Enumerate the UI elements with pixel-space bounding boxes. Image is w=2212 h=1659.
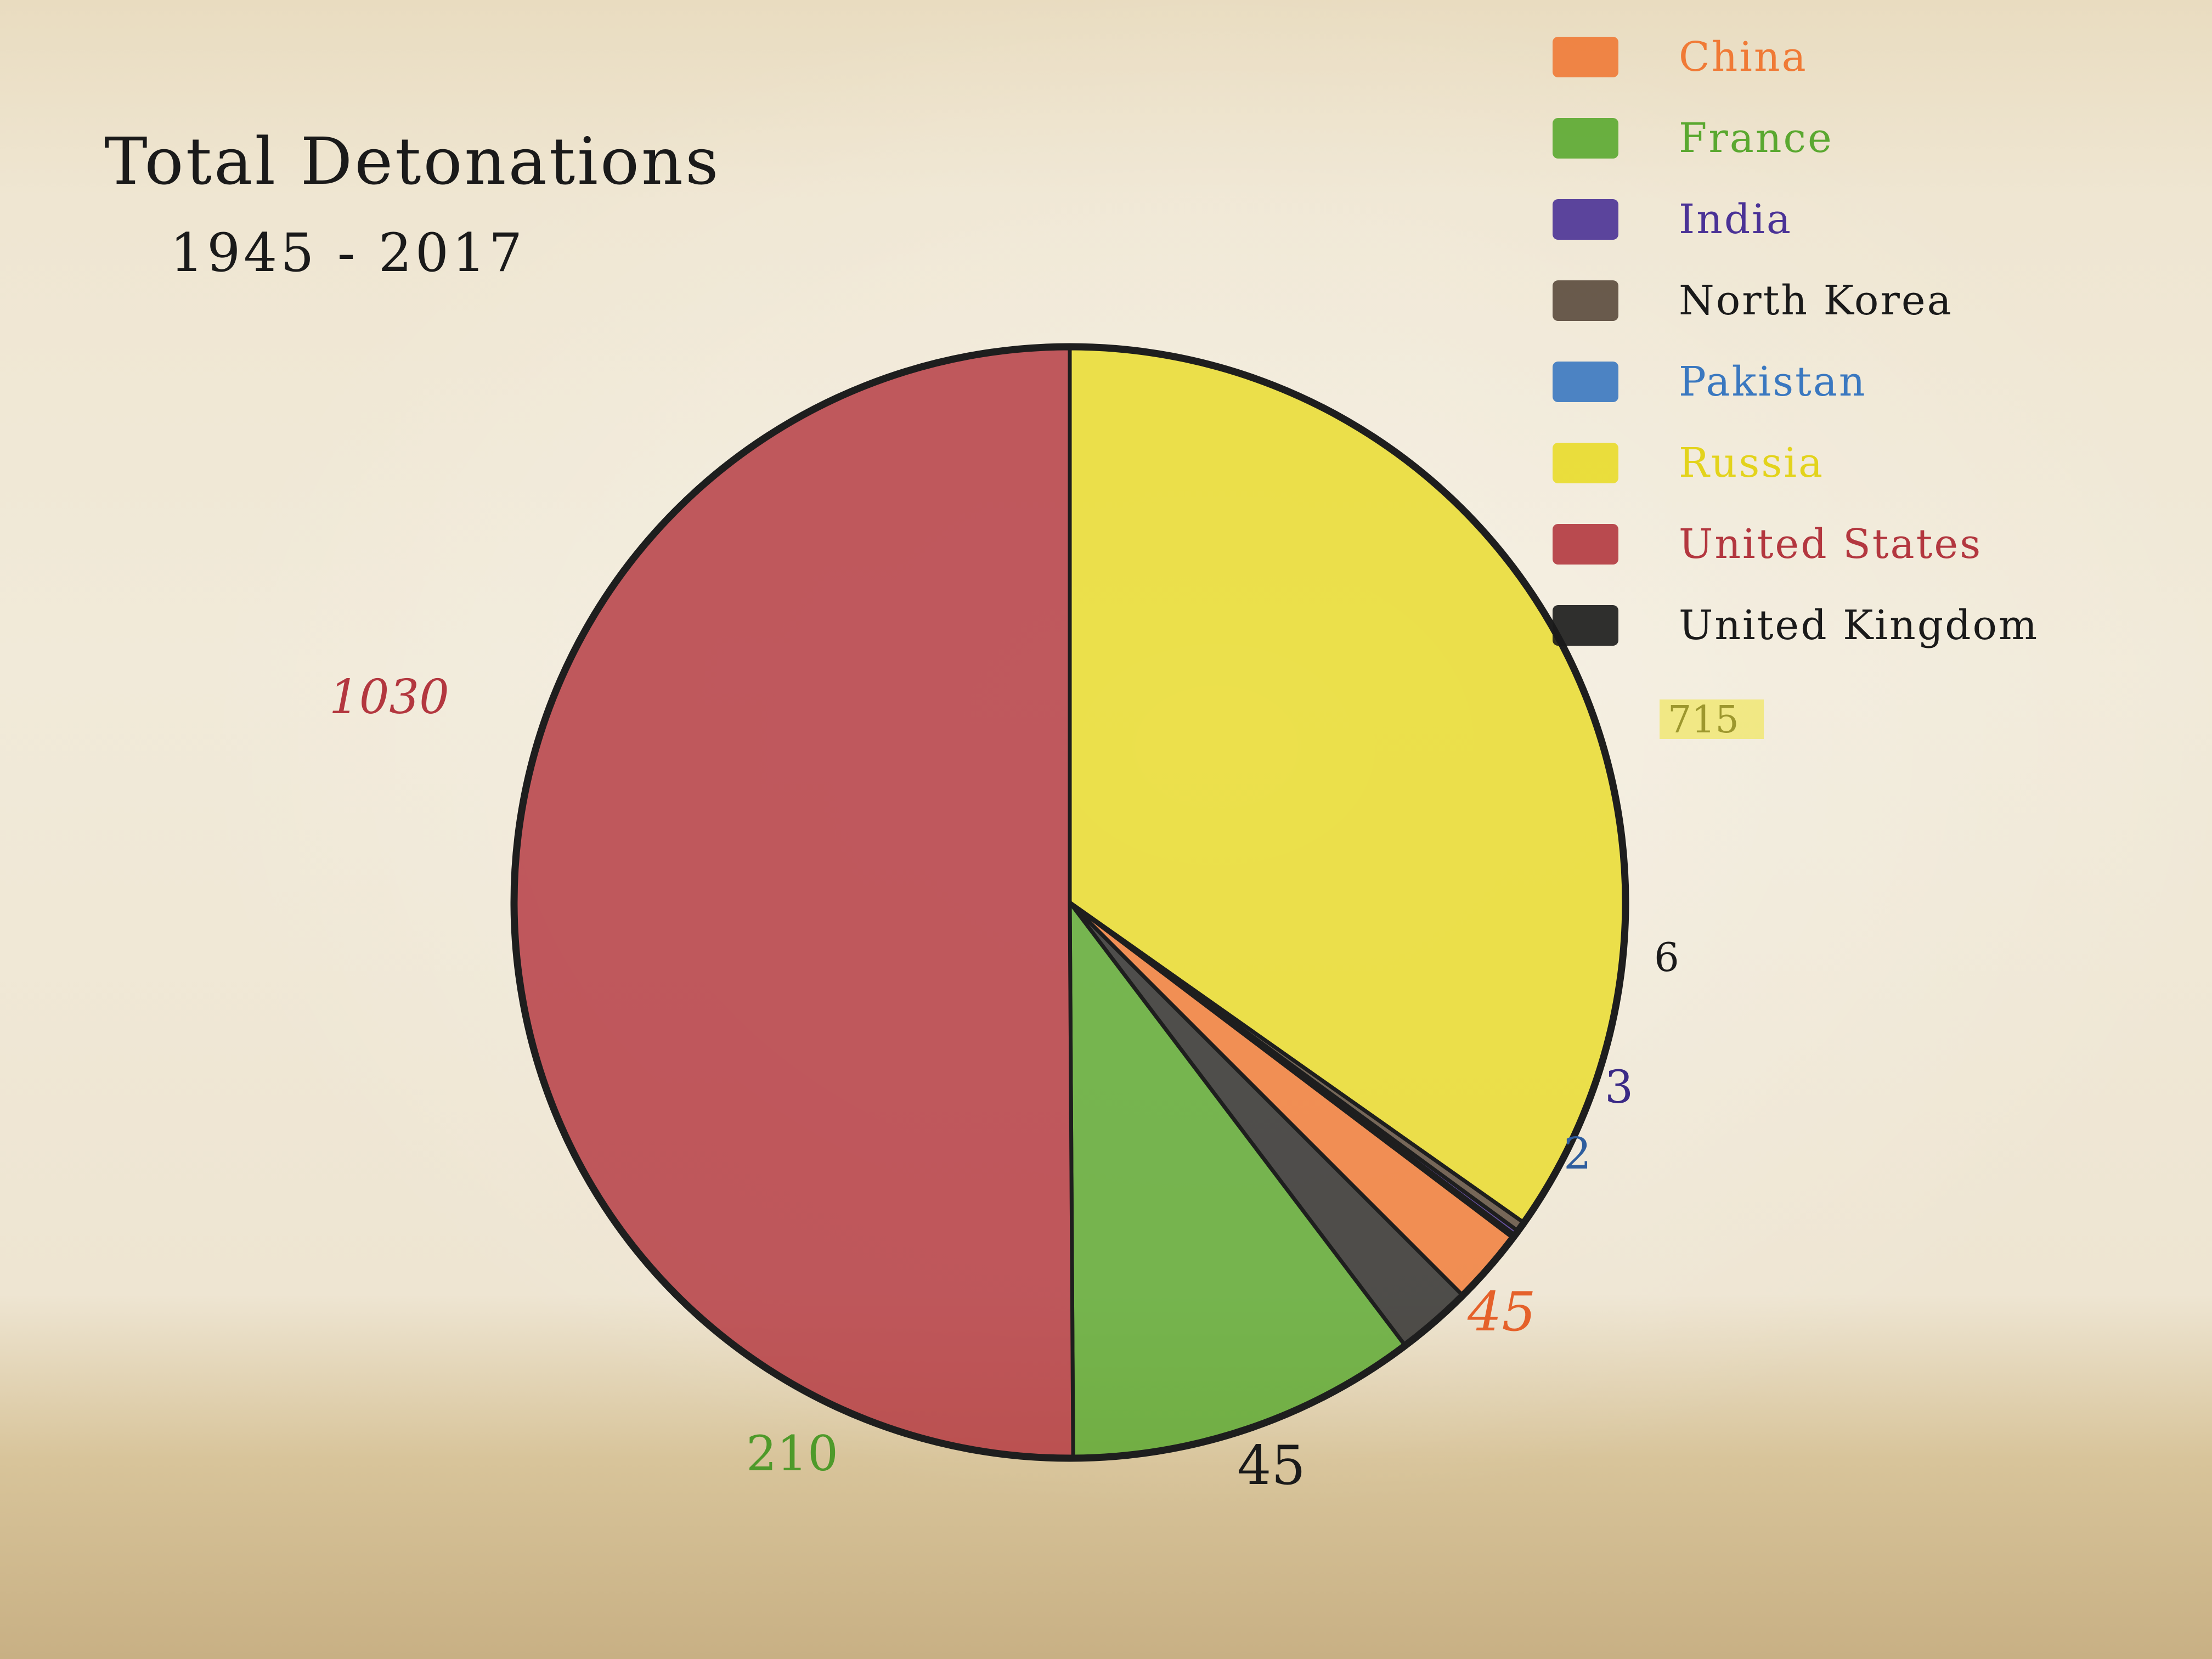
- legend-item-united-kingdom: United Kingdom: [1553, 585, 2167, 666]
- legend-swatch-china: [1553, 37, 1618, 77]
- legend-swatch-united-kingdom: [1553, 605, 1618, 646]
- legend-label-china: China: [1679, 33, 1808, 81]
- legend-item-china: China: [1553, 16, 2167, 98]
- legend-swatch-united-states: [1553, 524, 1618, 565]
- chart-subtitle: 1945 - 2017: [170, 222, 526, 284]
- data-label-north-korea: 6: [1654, 934, 1679, 980]
- data-label-pakistan: 2: [1564, 1128, 1592, 1179]
- legend-item-india: India: [1553, 179, 2167, 260]
- legend-label-pakistan: Pakistan: [1679, 358, 1867, 405]
- legend-item-russia: Russia: [1553, 422, 2167, 504]
- pie-slice-russia: [1068, 346, 1626, 1224]
- legend-label-india: India: [1679, 196, 1793, 243]
- legend-swatch-russia: [1553, 443, 1618, 483]
- data-label-france: 210: [746, 1425, 838, 1482]
- data-label-united-kingdom: 45: [1237, 1435, 1306, 1497]
- legend-item-pakistan: Pakistan: [1553, 341, 2167, 422]
- data-label-united-states: 1030: [329, 670, 449, 725]
- data-label-india: 3: [1605, 1062, 1633, 1114]
- pie-slice-united-states: [514, 346, 1075, 1459]
- legend-label-france: France: [1679, 115, 1833, 162]
- pie-slice-france: [1068, 900, 1407, 1459]
- pie-outline: [510, 343, 1629, 1462]
- legend-swatch-pakistan: [1553, 362, 1618, 402]
- russia-label-highlight: [1660, 699, 1764, 739]
- legend-label-united-states: United States: [1679, 521, 1983, 568]
- legend-item-united-states: United States: [1553, 504, 2167, 585]
- legend-swatch-france: [1553, 118, 1618, 159]
- legend-swatch-north-korea: [1553, 280, 1618, 321]
- legend-item-north-korea: North Korea: [1553, 260, 2167, 341]
- legend-swatch-india: [1553, 199, 1618, 240]
- legend-label-north-korea: North Korea: [1679, 277, 1953, 324]
- pie-slices: [514, 346, 1626, 1459]
- legend-label-united-kingdom: United Kingdom: [1679, 602, 2039, 649]
- legend-label-russia: Russia: [1679, 439, 1825, 487]
- chart-title: Total Detonations: [104, 123, 721, 199]
- data-label-china: 45: [1467, 1281, 1536, 1344]
- legend-item-france: France: [1553, 98, 2167, 179]
- chart-legend: China France India North Korea Pakistan …: [1553, 16, 2167, 666]
